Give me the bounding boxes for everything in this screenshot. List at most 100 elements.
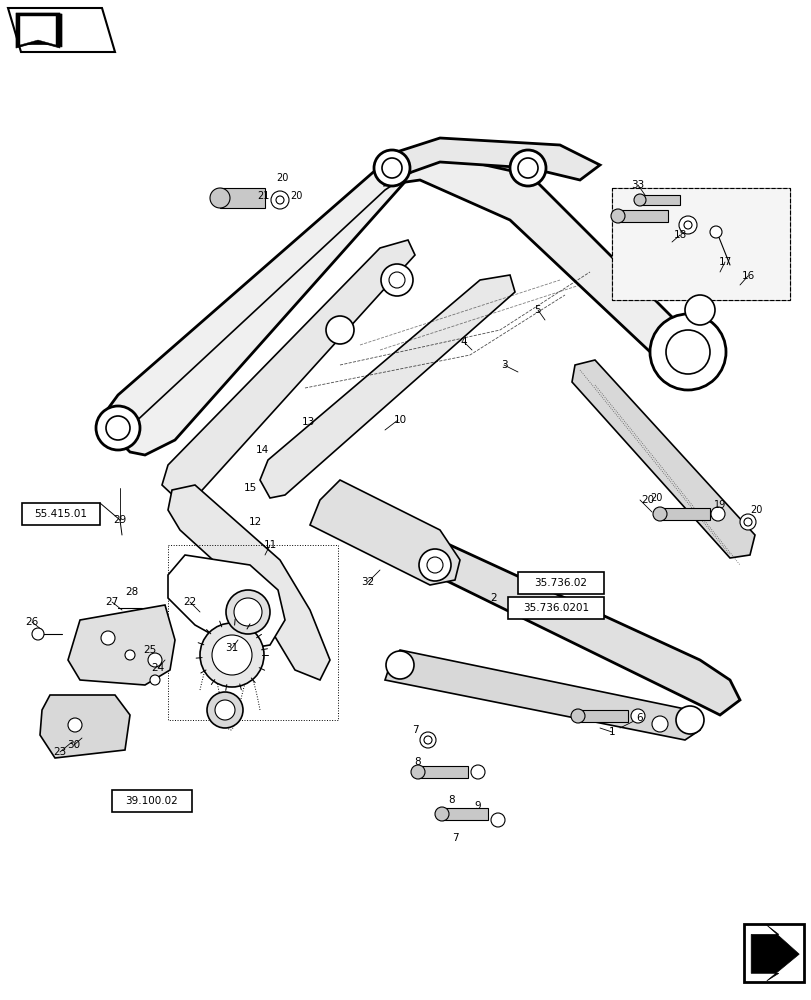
Text: 32: 32	[361, 577, 374, 587]
Text: 35.736.02: 35.736.02	[534, 578, 587, 588]
Polygon shape	[8, 8, 115, 52]
Circle shape	[148, 653, 162, 667]
Polygon shape	[378, 138, 599, 180]
Circle shape	[630, 709, 644, 723]
Circle shape	[665, 330, 709, 374]
Circle shape	[210, 188, 230, 208]
Text: 25: 25	[144, 645, 157, 655]
Circle shape	[743, 518, 751, 526]
Circle shape	[325, 316, 354, 344]
Circle shape	[388, 272, 405, 288]
Circle shape	[678, 216, 696, 234]
Circle shape	[225, 590, 270, 634]
Polygon shape	[22, 16, 58, 44]
Text: 55.415.01: 55.415.01	[34, 509, 88, 519]
Text: 7: 7	[411, 725, 418, 735]
Text: 4: 4	[460, 337, 467, 347]
Circle shape	[684, 295, 714, 325]
Circle shape	[385, 651, 414, 679]
Circle shape	[234, 598, 262, 626]
Polygon shape	[18, 14, 62, 47]
Bar	[112, 790, 191, 812]
Text: 8: 8	[448, 795, 455, 805]
Circle shape	[68, 718, 82, 732]
Text: 20: 20	[749, 505, 762, 515]
Polygon shape	[639, 195, 679, 205]
Text: 19: 19	[713, 500, 725, 510]
Text: 5: 5	[534, 305, 541, 315]
Circle shape	[649, 314, 725, 390]
Polygon shape	[20, 16, 56, 45]
Text: 22: 22	[183, 597, 196, 607]
Circle shape	[710, 507, 724, 521]
Bar	[743, 924, 803, 982]
Circle shape	[570, 709, 584, 723]
Polygon shape	[571, 360, 754, 558]
Bar	[508, 597, 603, 619]
Polygon shape	[162, 240, 414, 500]
Polygon shape	[107, 158, 419, 455]
Text: 15: 15	[243, 483, 256, 493]
Text: 20: 20	[641, 495, 654, 505]
Bar	[22, 503, 100, 525]
Text: 26: 26	[25, 617, 39, 627]
Text: 33: 33	[631, 180, 644, 190]
Polygon shape	[260, 275, 514, 498]
Circle shape	[683, 221, 691, 229]
Text: 23: 23	[54, 747, 67, 757]
Polygon shape	[441, 808, 487, 820]
Circle shape	[423, 736, 431, 744]
Text: 18: 18	[672, 230, 686, 240]
Circle shape	[106, 416, 130, 440]
Polygon shape	[418, 766, 467, 778]
Text: 8: 8	[414, 757, 421, 767]
Circle shape	[212, 635, 251, 675]
Circle shape	[435, 807, 448, 821]
Polygon shape	[40, 695, 130, 758]
Circle shape	[419, 732, 436, 748]
Text: 20: 20	[290, 191, 302, 201]
Polygon shape	[220, 188, 264, 208]
Polygon shape	[617, 210, 667, 222]
Circle shape	[200, 623, 264, 687]
Text: 16: 16	[740, 271, 753, 281]
Text: 17: 17	[718, 257, 731, 267]
Text: 9: 9	[474, 801, 481, 811]
Circle shape	[381, 158, 401, 178]
Polygon shape	[384, 650, 699, 740]
Text: 7: 7	[451, 833, 457, 843]
Text: 20: 20	[276, 173, 288, 183]
Circle shape	[427, 557, 443, 573]
Text: 10: 10	[393, 415, 406, 425]
Circle shape	[739, 514, 755, 530]
Circle shape	[215, 700, 234, 720]
Polygon shape	[20, 16, 55, 44]
Bar	[611, 188, 789, 300]
Text: 2: 2	[490, 593, 496, 603]
Text: 6: 6	[636, 713, 642, 723]
Bar	[168, 545, 337, 720]
Circle shape	[709, 226, 721, 238]
Polygon shape	[611, 188, 789, 300]
Circle shape	[652, 507, 666, 521]
Text: 21: 21	[256, 191, 269, 201]
Text: 27: 27	[105, 597, 118, 607]
Text: 14: 14	[255, 445, 268, 455]
Text: 39.100.02: 39.100.02	[126, 796, 178, 806]
Polygon shape	[168, 485, 329, 680]
Circle shape	[676, 706, 703, 734]
Polygon shape	[310, 480, 460, 585]
Circle shape	[276, 196, 284, 204]
Circle shape	[374, 150, 410, 186]
Polygon shape	[750, 925, 798, 981]
Circle shape	[101, 631, 115, 645]
Circle shape	[633, 194, 646, 206]
Polygon shape	[384, 148, 709, 380]
Polygon shape	[659, 508, 709, 520]
Text: 24: 24	[151, 663, 165, 673]
Text: 20: 20	[649, 493, 662, 503]
Text: 29: 29	[114, 515, 127, 525]
Text: 1: 1	[608, 727, 615, 737]
Circle shape	[517, 158, 538, 178]
Polygon shape	[16, 13, 60, 48]
